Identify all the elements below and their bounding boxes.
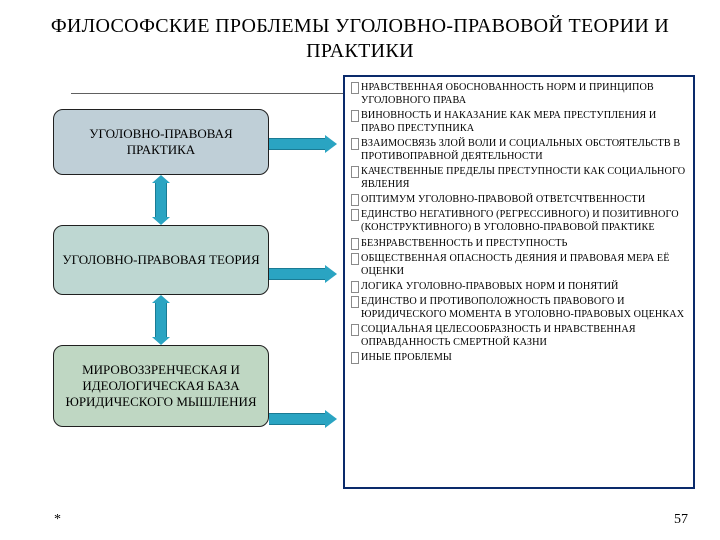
list-item: БЕЗНРАВСТВЕННОСТЬ И ПРЕСТУПНОСТЬ xyxy=(351,237,688,250)
connector-1 xyxy=(152,295,170,345)
arrow-right-1-shaft xyxy=(269,268,325,280)
arrow-right-0 xyxy=(269,135,337,153)
arrow-right-2-head xyxy=(325,410,337,428)
left-column: УГОЛОВНО-ПРАВОВАЯ ПРАКТИКА УГОЛОВНО-ПРАВ… xyxy=(53,109,269,427)
node-base: МИРОВОЗЗРЕНЧЕСКАЯ И ИДЕОЛОГИЧЕСКАЯ БАЗА … xyxy=(53,345,269,427)
connector-1-cap-down xyxy=(152,337,170,345)
arrow-right-0-shaft xyxy=(269,138,325,150)
connector-1-bar xyxy=(155,303,167,337)
list-item: ЕДИНСТВО НЕГАТИВНОГО (РЕГРЕССИВНОГО) И П… xyxy=(351,208,688,234)
list-item: ОПТИМУМ УГОЛОВНО-ПРАВОВОЙ ОТВЕТСЧТВЕННОС… xyxy=(351,193,688,206)
connector-0-cap-down xyxy=(152,217,170,225)
list-item: ЕДИНСТВО И ПРОТИВОПОЛОЖНОСТЬ ПРАВОВОГО И… xyxy=(351,295,688,321)
list-item: СОЦИАЛЬНАЯ ЦЕЛЕСООБРАЗНОСТЬ И НРАВСТВЕНН… xyxy=(351,323,688,349)
node-theory: УГОЛОВНО-ПРАВОВАЯ ТЕОРИЯ xyxy=(53,225,269,295)
list-item: ЛОГИКА УГОЛОВНО-ПРАВОВЫХ НОРМ И ПОНЯТИЙ xyxy=(351,280,688,293)
list-item: КАЧЕСТВЕННЫЕ ПРЕДЕЛЫ ПРЕСТУПНОСТИ КАК СО… xyxy=(351,165,688,191)
node-practice: УГОЛОВНО-ПРАВОВАЯ ПРАКТИКА xyxy=(53,109,269,175)
arrow-right-0-head xyxy=(325,135,337,153)
list-item: НРАВСТВЕННАЯ ОБОСНОВАННОСТЬ НОРМ И ПРИНЦ… xyxy=(351,81,688,107)
footer-page-number: 57 xyxy=(674,512,688,528)
arrow-right-1 xyxy=(269,265,337,283)
list-item: ИНЫЕ ПРОБЛЕМЫ xyxy=(351,351,688,364)
arrow-right-1-head xyxy=(325,265,337,283)
slide-title: ФИЛОСОФСКИЕ ПРОБЛЕМЫ УГОЛОВНО-ПРАВОВОЙ Т… xyxy=(0,0,720,72)
list-item: ВЗАИМОСВЯЗЬ ЗЛОЙ ВОЛИ И СОЦИАЛЬНЫХ ОБСТО… xyxy=(351,137,688,163)
footer-left: * xyxy=(54,512,61,528)
connector-0 xyxy=(152,175,170,225)
problems-list: НРАВСТВЕННАЯ ОБОСНОВАННОСТЬ НОРМ И ПРИНЦ… xyxy=(351,81,688,364)
connector-0-bar xyxy=(155,183,167,217)
arrow-right-2 xyxy=(269,410,337,428)
connector-0-cap-up xyxy=(152,175,170,183)
arrow-right-2-shaft xyxy=(269,413,325,425)
problems-panel: НРАВСТВЕННАЯ ОБОСНОВАННОСТЬ НОРМ И ПРИНЦ… xyxy=(343,75,695,489)
list-item: ОБЩЕСТВЕННАЯ ОПАСНОСТЬ ДЕЯНИЯ И ПРАВОВАЯ… xyxy=(351,252,688,278)
connector-1-cap-up xyxy=(152,295,170,303)
list-item: ВИНОВНОСТЬ И НАКАЗАНИЕ КАК МЕРА ПРЕСТУПЛ… xyxy=(351,109,688,135)
title-underline xyxy=(71,93,343,94)
